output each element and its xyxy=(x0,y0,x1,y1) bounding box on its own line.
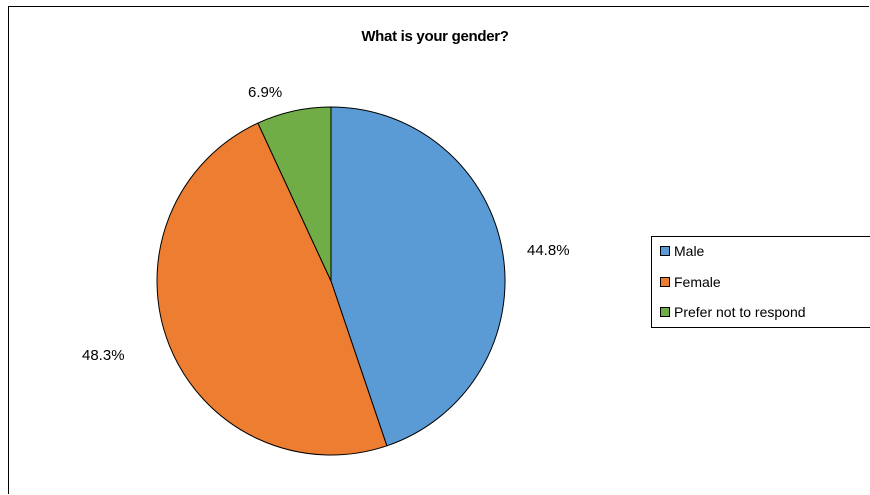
legend-swatch-female xyxy=(660,277,670,287)
pie-slice-male xyxy=(330,106,506,447)
legend-label-male: Male xyxy=(674,243,705,259)
pie-data-labels: 44.8% 48.3% 6.9% xyxy=(82,84,570,364)
legend: Male Female Prefer not to respond xyxy=(651,236,870,328)
legend-item-female: Female xyxy=(660,274,721,290)
data-label-female: 48.3% xyxy=(82,347,125,364)
legend-swatch-prefer-not-to-respond xyxy=(660,307,670,317)
legend-label-prefer-not-to-respond: Prefer not to respond xyxy=(674,304,806,320)
legend-item-prefer-not-to-respond: Prefer not to respond xyxy=(660,304,806,320)
pie-slices xyxy=(156,106,506,456)
legend-label-female: Female xyxy=(674,274,721,290)
data-label-prefer-not-to-respond: 6.9% xyxy=(248,84,282,101)
pie-slice-female xyxy=(156,122,388,456)
legend-item-male: Male xyxy=(660,243,704,259)
data-label-male: 44.8% xyxy=(527,242,570,259)
chart-title: What is your gender? xyxy=(361,28,509,45)
pie-slice-prefer-not-to-respond xyxy=(257,106,332,282)
legend-swatch-male xyxy=(660,246,670,256)
